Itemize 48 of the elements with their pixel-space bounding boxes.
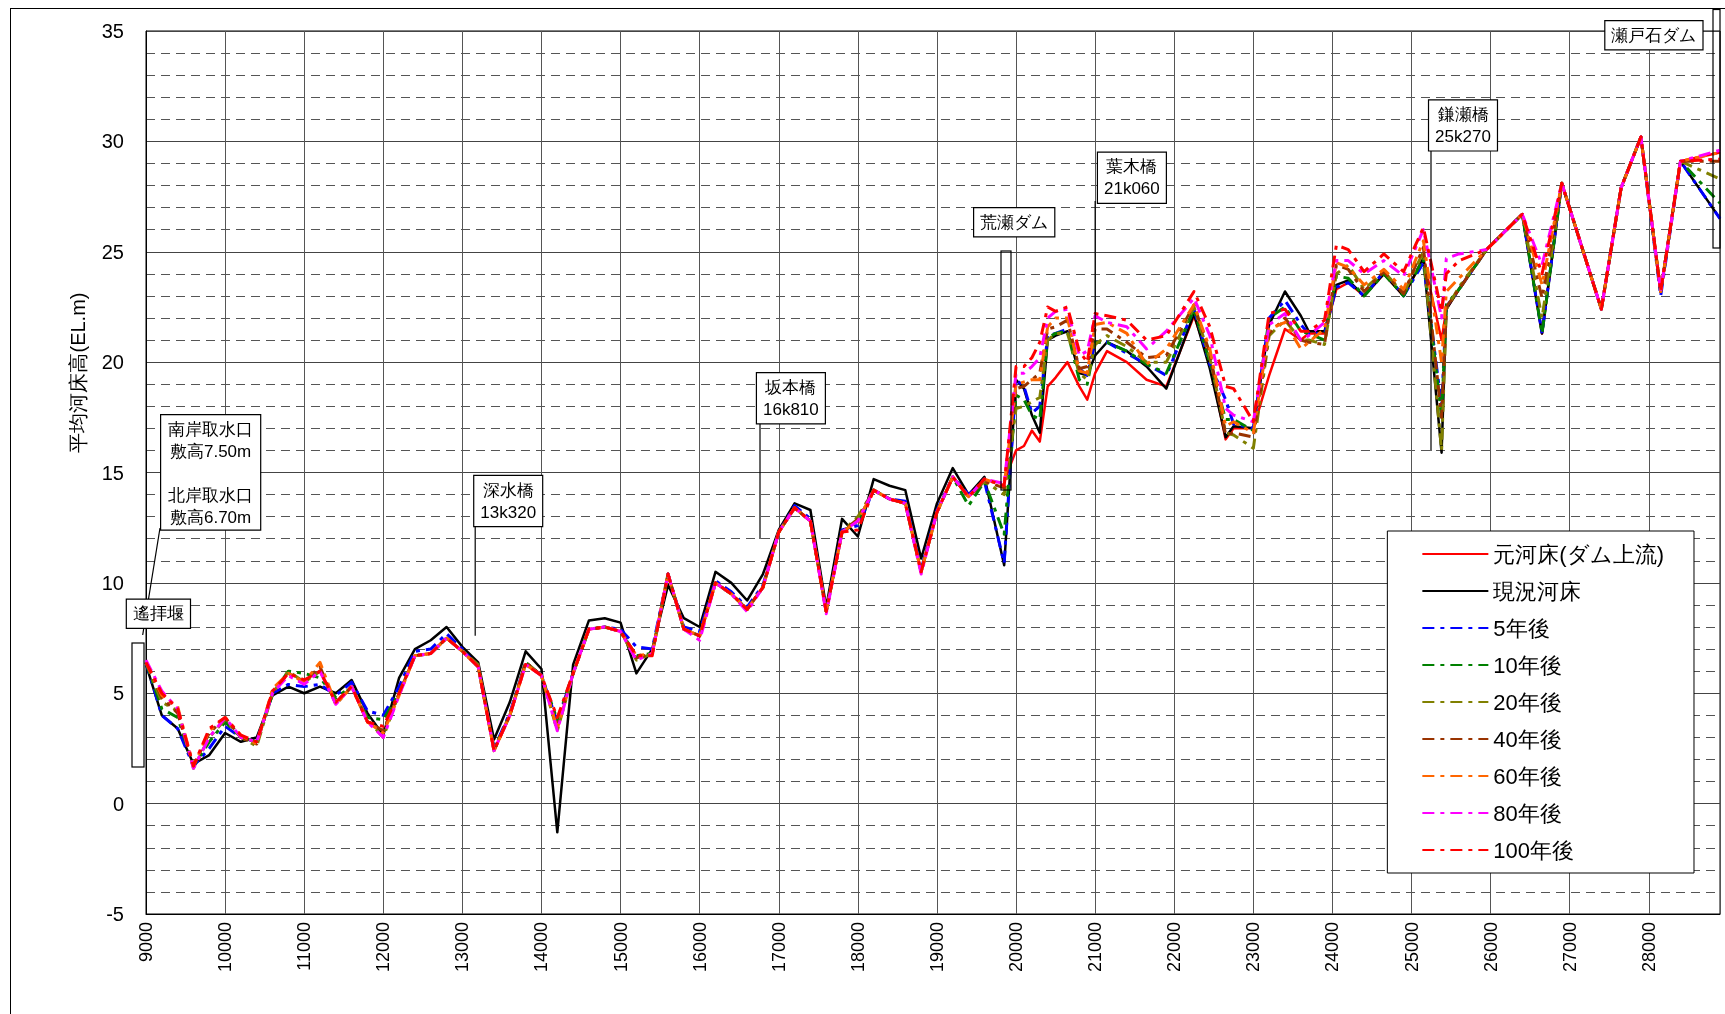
- x-tick-label: 26000: [1480, 922, 1501, 973]
- y-tick-label: 15: [101, 461, 124, 484]
- x-tick-label: 22000: [1164, 922, 1185, 973]
- x-tick-label: 10000: [215, 922, 236, 973]
- y-axis-title: 平均河床高(EL.m): [67, 292, 89, 453]
- annotation: 荒瀬ダム: [980, 212, 1049, 232]
- y-tick-label: 20: [101, 351, 124, 374]
- x-tick-label: 23000: [1243, 922, 1264, 973]
- x-tick-label: 24000: [1322, 922, 1343, 973]
- legend-label: 60年後: [1493, 763, 1562, 789]
- y-tick-label: 35: [101, 20, 124, 42]
- legend-label: 5年後: [1493, 615, 1550, 641]
- y-tick-label: 5: [112, 682, 124, 705]
- y-tick-label: 10: [101, 571, 124, 594]
- x-tick-label: 15000: [610, 922, 631, 973]
- annotation: 鎌瀬橋 25k270: [1435, 104, 1491, 146]
- x-tick-label: 14000: [531, 922, 552, 973]
- legend-label: 元河床(ダム上流): [1493, 541, 1664, 567]
- legend-label: 40年後: [1493, 726, 1562, 752]
- y-tick-label: -5: [106, 903, 124, 925]
- annotation: 葉木橋 21k060: [1104, 157, 1160, 199]
- x-tick-label: 9000: [136, 922, 156, 963]
- x-tick-label: 13000: [452, 922, 473, 973]
- annotation: 北岸取水口敷高6.70m: [168, 485, 254, 527]
- x-tick-label: 28000: [1638, 922, 1659, 973]
- y-tick-label: 0: [112, 792, 124, 815]
- x-tick-label: 11000: [294, 922, 315, 971]
- annotation: 瀬戸石ダム: [1611, 25, 1697, 45]
- annotation: 南岸取水口敷高7.50m: [168, 419, 254, 461]
- y-tick-label: 30: [101, 130, 124, 153]
- legend-label: 20年後: [1493, 689, 1562, 715]
- annotation: 深水橋 13k320: [480, 480, 537, 522]
- x-tick-label: 27000: [1559, 922, 1580, 973]
- x-tick-label: 18000: [847, 922, 868, 973]
- legend-label: 現況河床: [1493, 578, 1582, 604]
- x-tick-label: 21000: [1085, 922, 1106, 973]
- x-tick-label: 17000: [768, 922, 789, 973]
- x-tick-label: 12000: [373, 922, 394, 973]
- x-tick-label: 20000: [1006, 922, 1027, 973]
- legend-label: 100年後: [1493, 837, 1575, 863]
- legend-label: 80年後: [1493, 800, 1562, 826]
- x-tick-label: 19000: [926, 922, 947, 973]
- legend-label: 10年後: [1493, 652, 1562, 678]
- annotation: 遙拝堰: [132, 604, 184, 624]
- x-tick-label: 25000: [1401, 922, 1422, 973]
- y-tick-label: 25: [101, 240, 124, 263]
- annotation: 坂本橋 16k810: [763, 377, 819, 419]
- x-tick-label: 16000: [689, 922, 710, 973]
